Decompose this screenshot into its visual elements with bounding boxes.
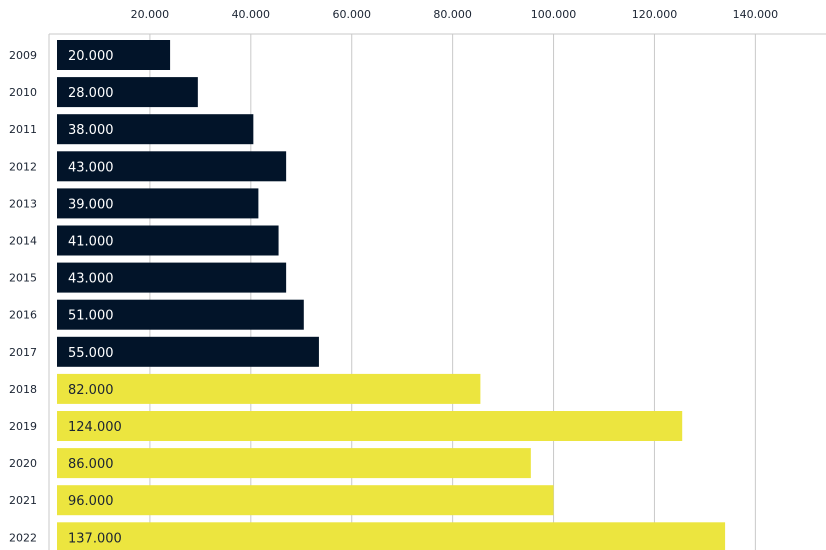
data-label: 43.000 <box>68 160 114 175</box>
bar <box>57 411 683 441</box>
bar <box>57 151 287 182</box>
data-label: 82.000 <box>68 383 114 398</box>
y-category-label: 2010 <box>9 86 37 99</box>
bar <box>57 448 531 479</box>
data-label: 51.000 <box>68 309 114 324</box>
data-label: 43.000 <box>68 272 114 287</box>
data-label: 39.000 <box>68 197 114 212</box>
data-label: 41.000 <box>68 235 114 250</box>
x-tick-label: 80.000 <box>433 8 472 21</box>
y-category-label: 2016 <box>9 309 37 322</box>
data-label: 28.000 <box>68 86 114 101</box>
y-category-label: 2021 <box>9 494 37 507</box>
bar <box>57 225 279 256</box>
data-label: 96.000 <box>68 494 114 509</box>
x-tick-label: 60.000 <box>332 8 371 21</box>
bar <box>57 40 171 70</box>
bar-layer <box>57 40 726 550</box>
bar <box>57 299 304 330</box>
y-category-label: 2018 <box>9 383 37 396</box>
data-label: 20.000 <box>68 49 114 64</box>
bar <box>57 188 259 219</box>
y-category-label: 2020 <box>9 457 37 470</box>
bar <box>57 373 481 404</box>
x-tick-label: 120.000 <box>632 8 678 21</box>
data-label: 55.000 <box>68 346 114 361</box>
bar <box>57 114 254 145</box>
x-tick-label: 100.000 <box>531 8 577 21</box>
y-category-label: 2017 <box>9 346 37 359</box>
bar <box>57 77 198 108</box>
x-tick-label: 40.000 <box>232 8 271 21</box>
bar <box>57 336 319 367</box>
y-category-label: 2011 <box>9 123 37 136</box>
y-category-label: 2014 <box>9 235 37 248</box>
bar <box>57 262 287 293</box>
bar <box>57 522 726 550</box>
y-category-label: 2012 <box>9 160 37 173</box>
y-axis-category-labels: 2009 2010 2011 2012 2013 2014 2015 2016 2017 2018… <box>9 49 37 544</box>
y-category-label: 2019 <box>9 420 37 433</box>
data-label: 124.000 <box>68 420 122 435</box>
data-label: 38.000 <box>68 123 114 138</box>
data-label: 137.000 <box>68 531 122 546</box>
y-category-label: 2009 <box>9 49 37 62</box>
x-axis-tick-labels: 20.000 40.000 60.000 80.000 100.000 120.000 14… <box>131 8 778 21</box>
x-tick-label: 140.000 <box>733 8 779 21</box>
bar <box>57 485 554 516</box>
data-label: 86.000 <box>68 457 114 472</box>
data-label-layer: 20.000 28.000 38.000 43.000 39.000 41.000 43.0… <box>68 49 122 546</box>
y-category-label: 2022 <box>9 531 37 544</box>
y-category-label: 2015 <box>9 272 37 285</box>
x-tick-label: 20.000 <box>131 8 170 21</box>
y-category-label: 2013 <box>9 197 37 210</box>
